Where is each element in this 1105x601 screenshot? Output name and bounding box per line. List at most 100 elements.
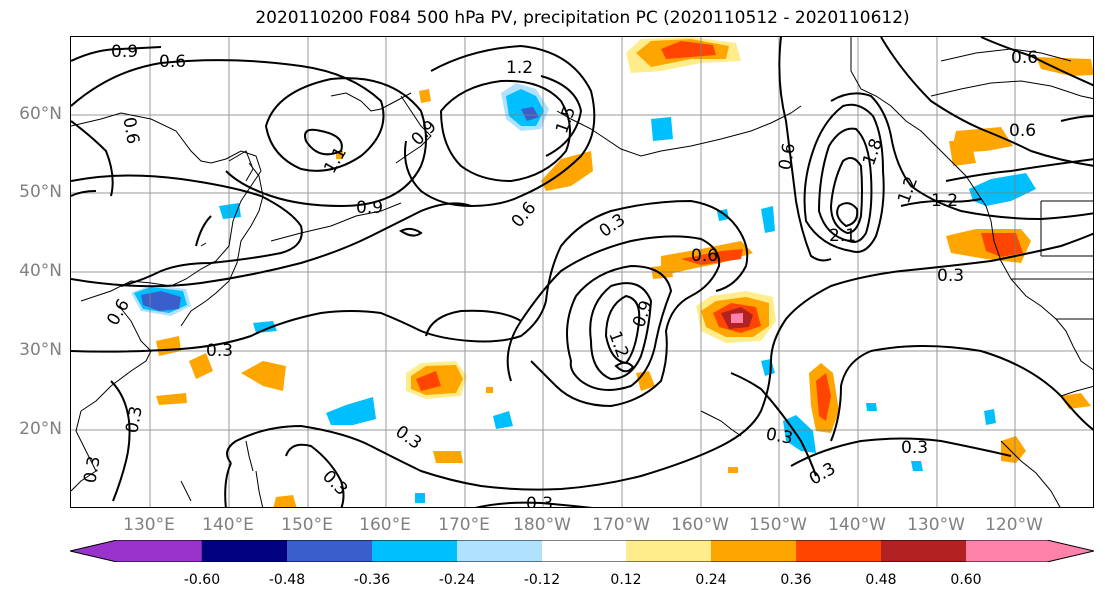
precip-patch xyxy=(969,173,1036,206)
precip-patch xyxy=(949,141,976,166)
precip-patch xyxy=(241,361,286,391)
precip-patch xyxy=(141,291,181,311)
contour-label: 0.9 xyxy=(111,42,138,62)
contour-label: 0.9 xyxy=(356,198,383,218)
lat-label-30n: 30°N xyxy=(19,340,62,360)
contour-label: 0.3 xyxy=(391,422,425,454)
precip-patch xyxy=(486,387,493,393)
map-title: 2020110200 F084 500 hPa PV, precipitatio… xyxy=(255,8,910,28)
precip-patch xyxy=(911,461,923,471)
precip-patch xyxy=(415,493,425,503)
colorbar-tick-label: 0.12 xyxy=(610,572,642,588)
contour-label: 0.6 xyxy=(103,296,134,329)
colorbar-tick-label: -0.12 xyxy=(523,572,561,588)
precip-patch xyxy=(541,151,593,191)
colorbar xyxy=(70,540,1094,562)
contour-label: 1.2 xyxy=(894,174,922,206)
contour-label: 0.3 xyxy=(206,341,233,361)
contour-label: 0.6 xyxy=(1009,121,1036,141)
colorbar-tick-label: -0.60 xyxy=(183,572,221,588)
contour-label: 0.9 xyxy=(408,117,441,150)
contour-label: 0.3 xyxy=(901,438,928,458)
precip-patch xyxy=(156,336,181,356)
contour-label: 0.3 xyxy=(764,424,794,448)
contour-label: 0.3 xyxy=(318,467,351,500)
lon-label-130e: 130°E xyxy=(123,515,175,535)
contour-label: 1.2 xyxy=(604,329,632,361)
lon-label-140e: 140°E xyxy=(202,515,254,535)
contour-label: 0.9 xyxy=(629,298,657,330)
precip-patch xyxy=(253,321,277,333)
contour-label: 1.1 xyxy=(320,144,351,177)
contour-label: 0.6 xyxy=(508,198,541,232)
colorbar-tick-label: -0.24 xyxy=(438,572,476,588)
lon-label-160w: 160°W xyxy=(671,515,729,535)
precip-patch xyxy=(493,411,513,429)
lat-label-40n: 40°N xyxy=(19,261,62,281)
precip-patch xyxy=(761,206,775,233)
precip-patch xyxy=(681,249,743,265)
lon-label-150e: 150°E xyxy=(281,515,333,535)
precip-patch xyxy=(728,467,738,473)
graticule xyxy=(71,37,1093,507)
contour-label: 0.3 xyxy=(80,455,104,485)
lon-label-140w: 140°W xyxy=(828,515,886,535)
precip-patch xyxy=(521,107,539,121)
precip-patch xyxy=(981,233,1023,257)
precip-patch xyxy=(651,117,673,141)
precip-patch xyxy=(866,403,877,411)
lat-label-50n: 50°N xyxy=(19,182,62,202)
colorbar-segment xyxy=(881,540,966,562)
colorbar-tick-label: 0.36 xyxy=(780,572,812,588)
precip-patch xyxy=(731,313,743,323)
lat-label-60n: 60°N xyxy=(19,104,62,124)
coastlines xyxy=(71,37,1093,507)
precip-patch xyxy=(661,41,716,59)
precip-patch xyxy=(433,451,463,463)
lon-label-170e: 170°E xyxy=(438,515,490,535)
precip-patch xyxy=(156,393,187,405)
colorbar-tick-label: -0.48 xyxy=(268,572,306,588)
colorbar-tick-label: 0.24 xyxy=(695,572,727,588)
contour-label: 0.3 xyxy=(526,494,553,508)
precip-patch xyxy=(984,409,996,425)
colorbar-tick-label: -0.36 xyxy=(353,572,391,588)
contour-label: 0.6 xyxy=(691,246,718,266)
lon-label-120w: 120°W xyxy=(985,515,1043,535)
colorbar-segment xyxy=(711,540,796,562)
precip-patch xyxy=(1036,57,1093,76)
precip-patch xyxy=(419,89,431,103)
contour-label: 0.3 xyxy=(937,266,964,286)
precip-negative-shading xyxy=(131,83,1036,503)
precip-patch xyxy=(189,353,213,379)
colorbar-segment xyxy=(966,540,1094,562)
precip-patch xyxy=(273,495,297,507)
islands xyxy=(180,202,742,507)
colorbar-segment xyxy=(796,540,881,562)
colorbar-tick-label: 0.60 xyxy=(950,572,982,588)
lon-label-170w: 170°W xyxy=(592,515,650,535)
precip-patch xyxy=(816,373,831,421)
lon-label-180w: 180°W xyxy=(513,515,571,535)
colorbar-segment xyxy=(287,540,372,562)
colorbar-segment xyxy=(457,540,542,562)
map-canvas: 0.9 0.6 1.2 1.5 0.9 0.6 0.9 0.3 0.6 0.9 … xyxy=(71,37,1093,508)
colorbar-segment xyxy=(202,540,287,562)
lon-label-160e: 160°E xyxy=(359,515,411,535)
contour-label: 0.6 xyxy=(775,142,799,172)
contour-label: 0.3 xyxy=(122,405,146,435)
contour-label: 2.1 xyxy=(829,226,856,246)
precip-patch xyxy=(783,415,816,453)
map-panel: 0.9 0.6 1.2 1.5 0.9 0.6 0.9 0.3 0.6 0.9 … xyxy=(70,36,1094,508)
lat-label-20n: 20°N xyxy=(19,419,62,439)
colorbar-segment xyxy=(626,540,711,562)
pv-contours xyxy=(71,37,1093,507)
contour-label: 1.2 xyxy=(506,58,533,78)
contour-label: 0.6 xyxy=(118,116,142,146)
colorbar-tick-label: 0.48 xyxy=(865,572,897,588)
colorbar-segment xyxy=(542,540,626,562)
precip-patch xyxy=(219,203,241,219)
contour-label: 0.6 xyxy=(159,52,186,72)
precip-patch xyxy=(1001,436,1026,463)
lon-label-130w: 130°W xyxy=(907,515,965,535)
